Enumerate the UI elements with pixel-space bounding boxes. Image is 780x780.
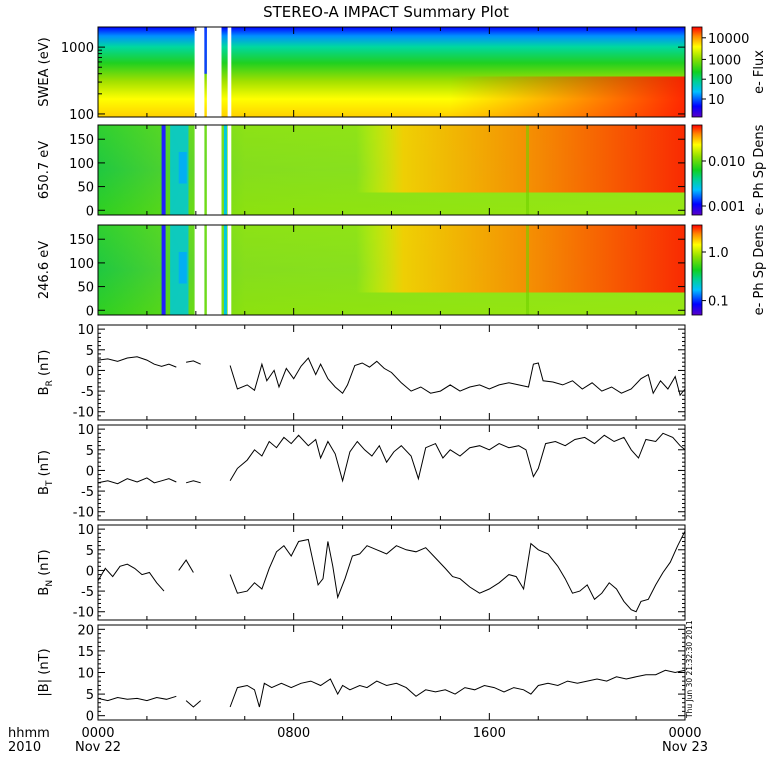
y-axis-label: 246.6 eV xyxy=(37,241,52,299)
y-tick-label: 10 xyxy=(77,667,94,682)
y-tick-label: 100 xyxy=(69,257,94,272)
y-tick-label: 20 xyxy=(77,623,94,638)
colorbar-tick-label: 0.1 xyxy=(708,295,729,310)
y-axis-label: BT (nT) xyxy=(37,450,55,495)
y-tick-label: 50 xyxy=(77,181,94,196)
spectrogram-stripe xyxy=(178,152,187,184)
y-tick-label: -10 xyxy=(73,406,94,421)
y-tick-label: 5 xyxy=(86,444,94,459)
y-tick-label: -10 xyxy=(73,506,94,521)
x-corner-label: 2010 xyxy=(8,740,41,755)
x-tick-label: 0800 xyxy=(277,726,310,741)
spectrogram-fill xyxy=(98,76,685,117)
render-timestamp: Thu Jun 30 21:32:30 2011 xyxy=(685,620,694,719)
y-tick-label: 5 xyxy=(86,344,94,359)
y-tick-label: 0 xyxy=(86,710,94,725)
x-tick-label: Nov 23 xyxy=(662,740,708,755)
y-tick-label: -5 xyxy=(81,485,94,500)
colorbar-label: e- Flux xyxy=(752,50,767,94)
spectrogram-stripe xyxy=(178,252,187,284)
y-tick-label: 150 xyxy=(69,233,94,248)
spectrogram-swea: 1000 100 SWEA (eV) 10000 1000 100 10 e- Flux xyxy=(37,26,767,123)
y-tick-label: 0 xyxy=(86,204,94,219)
spectrogram-pad650: 0 50 100 150 650.7 eV 0.010 0.001 e- Ph Sp Dens xyxy=(37,124,767,219)
colorbar xyxy=(691,224,703,316)
y-tick-label: 0 xyxy=(86,364,94,379)
data-gap xyxy=(227,27,232,117)
line-panels: 10 5 0 -5 -10 BR (nT) 10 5 0 -5 -10 BT (nT) 10 5 0 -5 -1… xyxy=(37,323,686,725)
x-tick-label: 0000 xyxy=(81,726,114,741)
series-line-BN xyxy=(97,530,686,613)
panel-frame xyxy=(97,424,686,521)
spectrogram-pad246: 0 50 100 150 246.6 eV 1.0 0.1 e- Ph Sp Dens xyxy=(37,224,767,319)
y-tick-label: 100 xyxy=(69,108,94,123)
spectrogram-stripe xyxy=(161,225,166,315)
y-tick-label: 1000 xyxy=(61,41,94,56)
y-axis-label: BR (nT) xyxy=(37,350,55,396)
colorbar-label: e- Ph Sp Dens xyxy=(752,124,767,215)
colorbar xyxy=(691,26,703,118)
spectrogram-stripe xyxy=(223,125,227,215)
data-gap xyxy=(227,125,232,215)
data-gap xyxy=(194,27,205,117)
x-tick-label: 1600 xyxy=(473,726,506,741)
y-axis-label: BN (nT) xyxy=(37,549,55,595)
x-corner-label: hhmm xyxy=(8,726,50,741)
line-panel-BN: 10 5 0 -5 -10 BN (nT) xyxy=(37,523,686,621)
colorbar-tick-label: 100 xyxy=(708,73,733,88)
spectrogram-stripe xyxy=(223,225,227,315)
panel-frame xyxy=(97,624,686,721)
y-tick-label: 5 xyxy=(86,544,94,559)
colorbar-tick-label: 0.001 xyxy=(708,200,745,215)
panel-frame xyxy=(97,524,686,621)
data-gap xyxy=(206,225,222,315)
y-axis-label: 650.7 eV xyxy=(37,141,52,199)
y-axis-label: |B| (nT) xyxy=(37,648,52,696)
data-gap xyxy=(194,125,205,215)
y-tick-label: 10 xyxy=(77,423,94,438)
chart-title: STEREO-A IMPACT Summary Plot xyxy=(263,3,509,21)
y-tick-label: 0 xyxy=(86,464,94,479)
colorbar-label: e- Ph Sp Dens xyxy=(752,224,767,315)
line-panel-BT: 10 5 0 -5 -10 BT (nT) xyxy=(37,423,686,521)
y-tick-label: 0 xyxy=(86,304,94,319)
spectrogram-stripe xyxy=(204,27,207,74)
colorbar-tick-label: 0.010 xyxy=(708,155,745,170)
y-tick-label: 0 xyxy=(86,564,94,579)
y-tick-label: 10 xyxy=(77,323,94,338)
x-tick-label: Nov 22 xyxy=(75,740,121,755)
colorbar-tick-label: 10 xyxy=(708,93,725,108)
colorbar xyxy=(691,124,703,216)
y-tick-label: 5 xyxy=(86,688,94,703)
data-gap xyxy=(227,225,232,315)
y-tick-label: -10 xyxy=(73,606,94,621)
data-gap xyxy=(206,125,222,215)
colorbar-tick-label: 1000 xyxy=(708,53,741,68)
series-line-Bmag xyxy=(97,669,686,708)
line-panel-Bmag: 20 15 10 5 0 |B| (nT) xyxy=(37,623,686,725)
y-tick-label: 15 xyxy=(77,645,94,660)
data-gap xyxy=(194,225,205,315)
x-tick-label: 0000 xyxy=(668,726,701,741)
colorbar-tick-label: 10000 xyxy=(708,32,749,47)
series-line-BT xyxy=(97,432,686,485)
y-tick-label: -5 xyxy=(81,585,94,600)
spectrogram-stripe xyxy=(526,225,530,315)
y-tick-label: 50 xyxy=(77,281,94,296)
spectrogram-stripe xyxy=(526,125,530,215)
data-gap xyxy=(206,27,222,117)
spectrogram-stripe xyxy=(161,125,166,215)
line-panel-BR: 10 5 0 -5 -10 BR (nT) xyxy=(37,323,686,421)
y-tick-label: 100 xyxy=(69,157,94,172)
y-axis-label: SWEA (eV) xyxy=(37,37,52,106)
colorbar-tick-label: 1.0 xyxy=(708,246,729,261)
y-tick-label: -5 xyxy=(81,385,94,400)
y-tick-label: 10 xyxy=(77,523,94,538)
y-tick-label: 150 xyxy=(69,133,94,148)
series-line-BR xyxy=(97,356,686,397)
